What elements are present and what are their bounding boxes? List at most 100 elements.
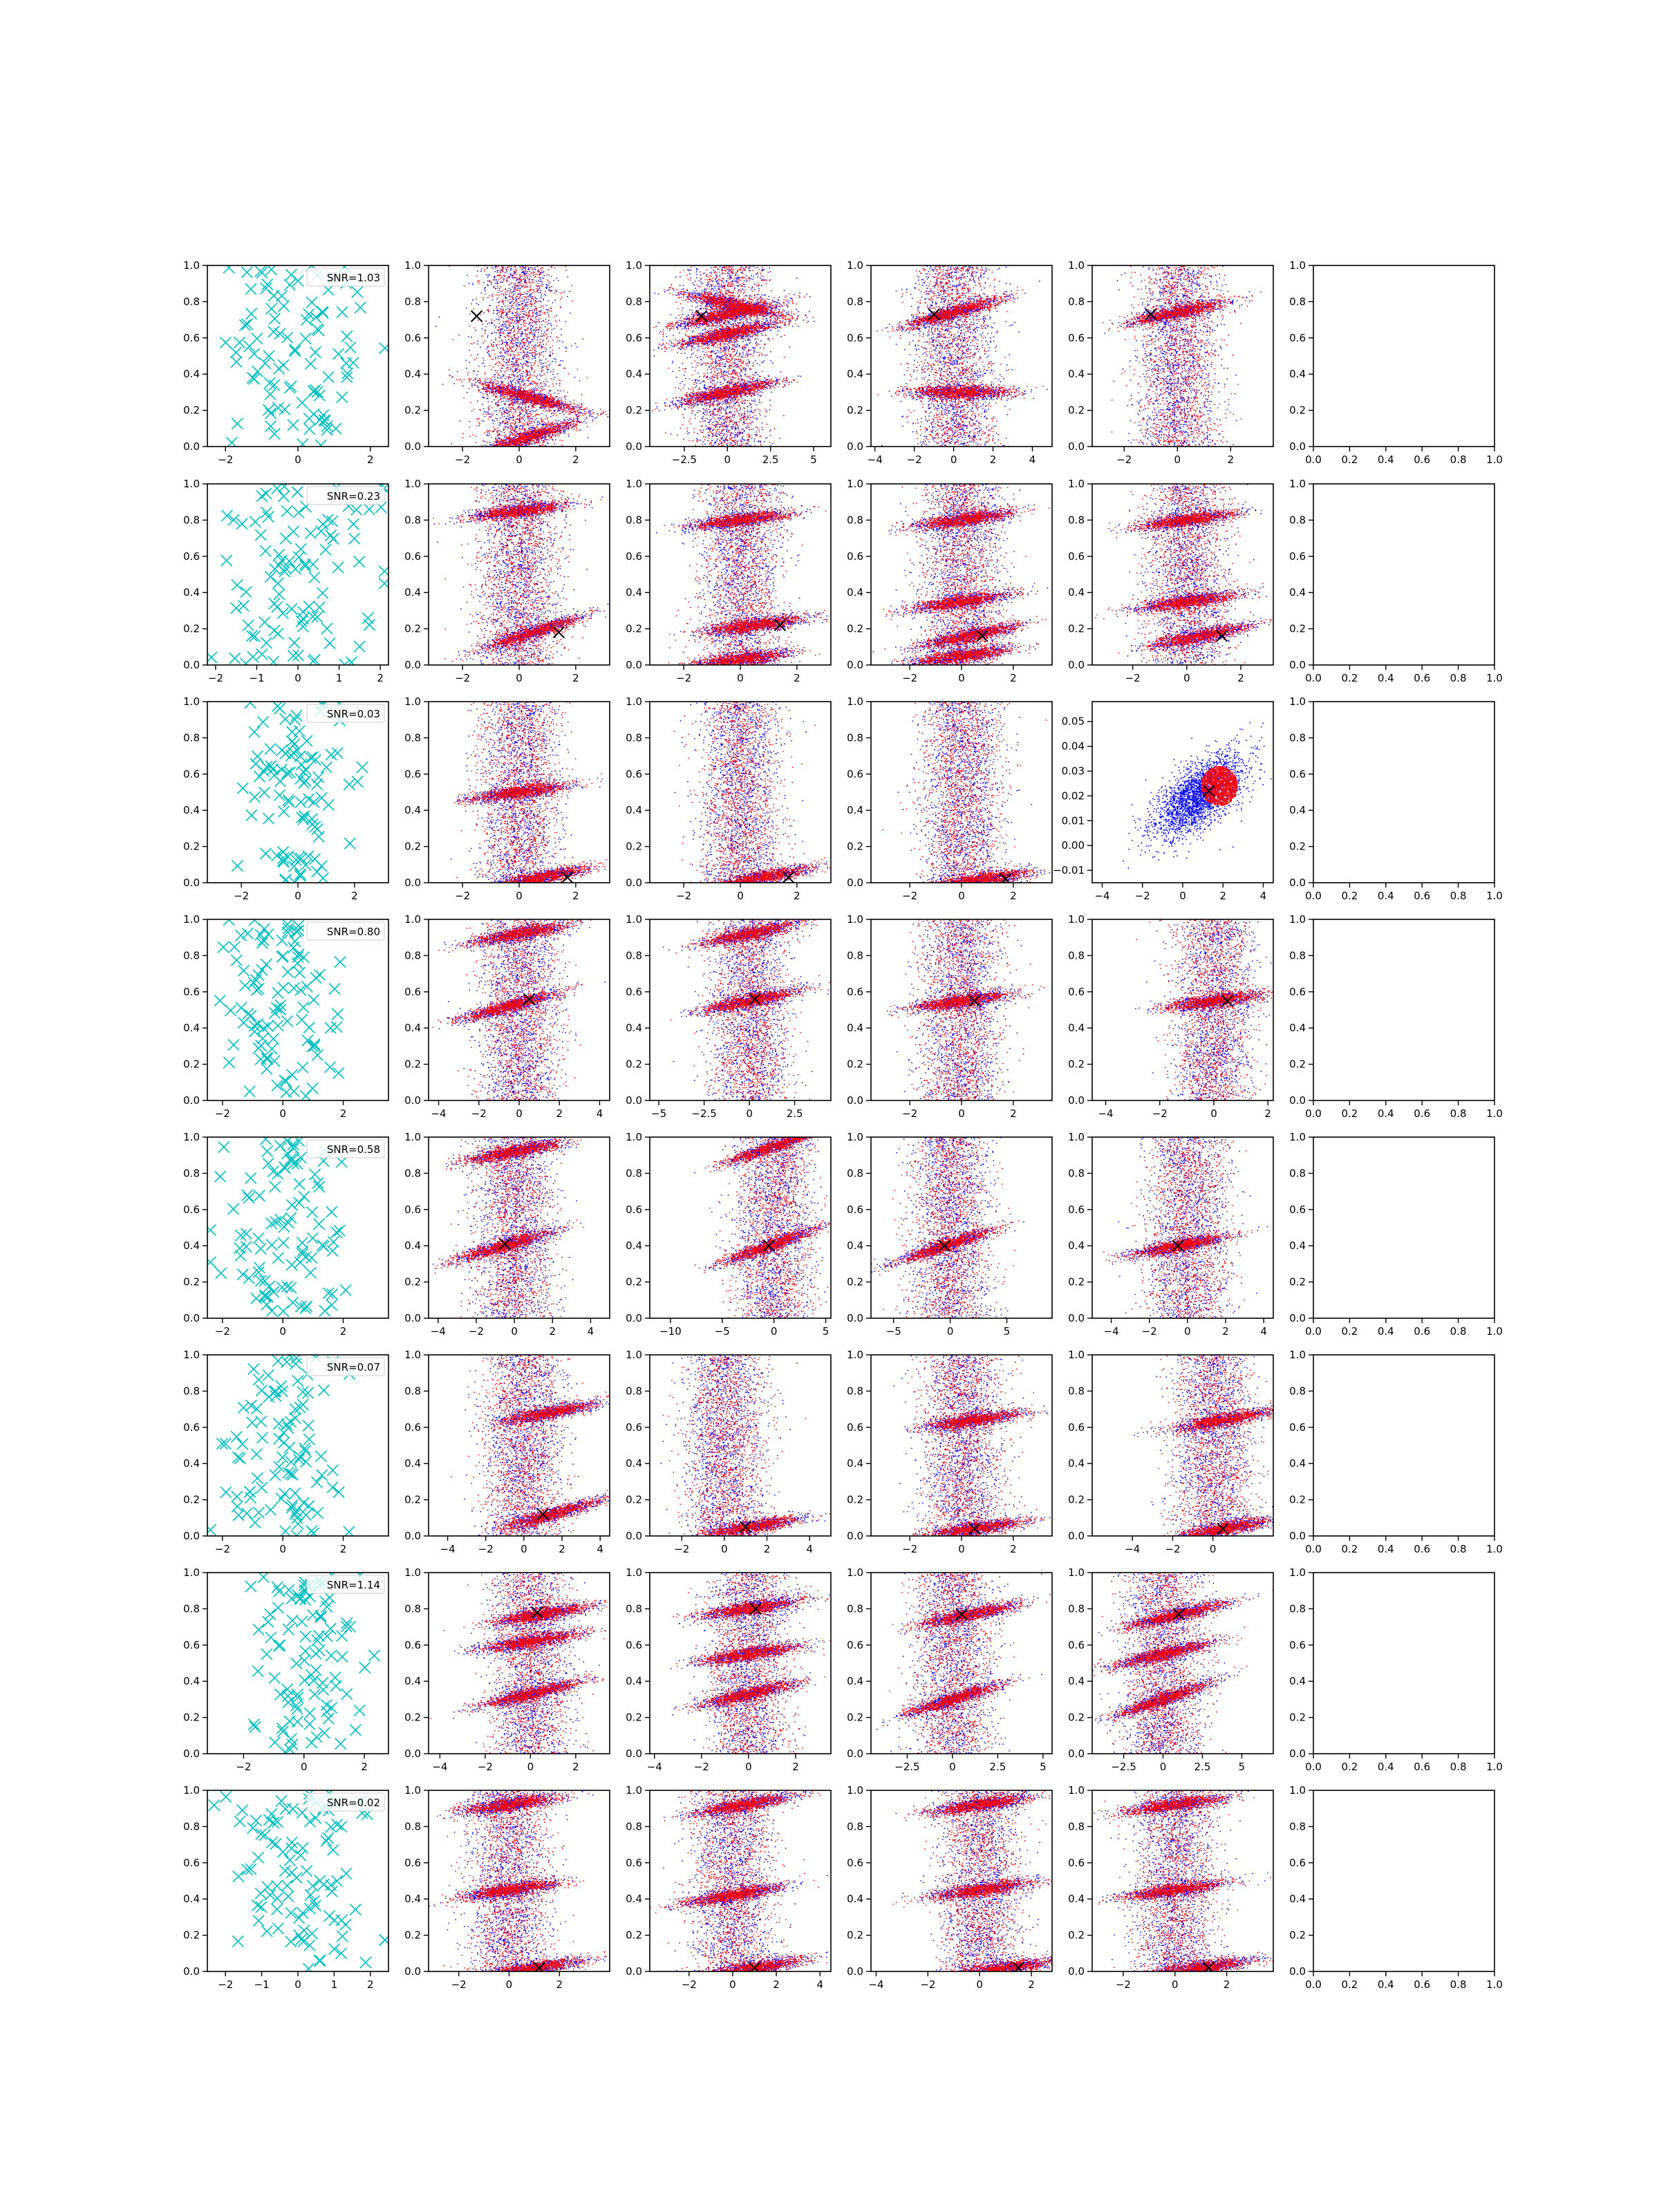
sample-marker bbox=[307, 1207, 318, 1218]
y-tick-label: 0.03 bbox=[1062, 765, 1085, 777]
y-tick-label: 0.2 bbox=[1068, 1712, 1085, 1724]
y-tick-label: 0.4 bbox=[183, 1675, 200, 1687]
sample-marker bbox=[300, 333, 311, 344]
axes-frame bbox=[1092, 265, 1273, 447]
y-tick-label: 0.2 bbox=[1289, 1276, 1306, 1288]
sample-marker bbox=[317, 588, 328, 599]
y-tick-label: 1.0 bbox=[1289, 1566, 1306, 1579]
sample-marker bbox=[269, 313, 280, 324]
sample-marker bbox=[246, 809, 257, 821]
sample-marker bbox=[309, 1169, 320, 1180]
sample-marker bbox=[362, 612, 373, 624]
sample-marker bbox=[259, 787, 270, 798]
sample-marker bbox=[231, 1432, 242, 1443]
axes-frame bbox=[1092, 919, 1273, 1100]
sample-marker bbox=[275, 1689, 286, 1700]
snr-legend: SNR=0.23 bbox=[307, 487, 384, 505]
axes-frame bbox=[207, 1573, 388, 1754]
x-tick-label: −2 bbox=[471, 1107, 487, 1120]
x-tick-label: 4 bbox=[1029, 453, 1036, 466]
panel-r2-c2: −2 0 20.00.20.40.60.81.0 bbox=[404, 478, 630, 684]
x-tick-label: 0 bbox=[279, 1325, 286, 1338]
x-tick-label: 0 bbox=[294, 890, 301, 902]
y-tick-label: 0.0 bbox=[626, 1747, 642, 1760]
y-tick-label: 0.0 bbox=[1068, 1747, 1085, 1760]
x-tick-label: −2 bbox=[1116, 1978, 1131, 1991]
sample-marker bbox=[283, 1891, 294, 1902]
y-tick-label: 1.0 bbox=[404, 695, 421, 708]
y-tick-label: 1.0 bbox=[1068, 478, 1085, 490]
sample-marker bbox=[247, 651, 259, 662]
sample-marker bbox=[253, 1915, 264, 1927]
y-tick-label: 0.0 bbox=[183, 1965, 200, 1978]
y-tick-label: 0.4 bbox=[404, 368, 421, 380]
y-tick-label: 0.4 bbox=[626, 1893, 642, 1905]
y-tick-label: 0.8 bbox=[847, 514, 863, 526]
y-tick-label: 0.0 bbox=[847, 659, 863, 671]
x-tick-label: 2 bbox=[572, 890, 579, 902]
red-points bbox=[1079, 1573, 1273, 1754]
sample-marker bbox=[256, 1902, 267, 1913]
y-tick-label: 1.0 bbox=[847, 695, 863, 708]
sample-marker bbox=[285, 269, 297, 280]
y-tick-label: 0.6 bbox=[847, 986, 863, 998]
sample-marker bbox=[255, 1888, 266, 1899]
y-tick-label: 0.6 bbox=[404, 1203, 421, 1216]
panel-r8-c3: −2 0 2 40.00.20.40.60.81.0 bbox=[626, 1784, 843, 1991]
snr-label: SNR=0.07 bbox=[327, 1361, 380, 1374]
points-layer bbox=[663, 912, 840, 1100]
x-tick-label: 0.0 bbox=[1305, 672, 1322, 684]
sample-marker bbox=[245, 1172, 256, 1183]
x-tick-label: 0 bbox=[1183, 672, 1190, 684]
y-tick-label: 0.2 bbox=[404, 1058, 421, 1071]
sample-marker bbox=[364, 504, 375, 515]
sample-marker bbox=[315, 969, 326, 980]
x-tick-label: 0.4 bbox=[1378, 890, 1394, 902]
x-tick-label: −2 bbox=[907, 453, 922, 466]
panel-r5-c6: 0.0 0.2 0.4 0.6 0.8 1.00.00.20.40.60.81.0 bbox=[1289, 1131, 1503, 1338]
sample-marker bbox=[312, 1635, 323, 1646]
points-layer bbox=[865, 484, 1056, 671]
sample-marker bbox=[218, 1141, 229, 1152]
sample-marker bbox=[246, 308, 257, 319]
panel-r4-c6: 0.0 0.2 0.4 0.6 0.8 1.00.00.20.40.60.81.0 bbox=[1289, 913, 1503, 1120]
sample-marker bbox=[250, 975, 261, 986]
sample-marker bbox=[295, 1152, 306, 1163]
red-points bbox=[431, 1573, 627, 1754]
x-tick-label: 2 bbox=[792, 1761, 799, 1773]
x-tick-label: 0.6 bbox=[1414, 453, 1430, 466]
sample-marker bbox=[305, 1889, 316, 1900]
sample-marker bbox=[232, 861, 243, 872]
x-tick-label: 2 bbox=[1028, 1978, 1035, 1991]
y-tick-label: 0.4 bbox=[626, 804, 642, 816]
x-tick-label: 2 bbox=[572, 1761, 579, 1773]
y-tick-label: 0.4 bbox=[847, 368, 863, 380]
sample-marker bbox=[334, 1225, 345, 1236]
sample-marker bbox=[297, 439, 308, 450]
x-tick-label: 2 bbox=[773, 1978, 780, 1991]
sample-marker bbox=[304, 1940, 315, 1951]
sample-marker bbox=[298, 1497, 309, 1508]
y-tick-label: 0.0 bbox=[404, 1530, 421, 1542]
sample-marker bbox=[329, 1944, 340, 1955]
sample-marker bbox=[263, 928, 274, 939]
x-tick-label: 0.4 bbox=[1378, 672, 1394, 684]
sample-marker bbox=[332, 562, 344, 573]
axes-frame bbox=[207, 265, 388, 447]
sample-marker bbox=[340, 1284, 351, 1295]
y-tick-label: 0.6 bbox=[183, 1857, 200, 1869]
x-tick-label: −1 bbox=[254, 1978, 270, 1991]
x-tick-label: 0 bbox=[511, 1325, 518, 1338]
sample-marker bbox=[245, 1010, 256, 1021]
y-tick-label: 0.8 bbox=[183, 949, 200, 962]
y-tick-label: 0.6 bbox=[404, 1639, 421, 1651]
y-tick-label: 0.0 bbox=[183, 1094, 200, 1107]
sample-marker bbox=[303, 794, 315, 805]
y-tick-label: 0.6 bbox=[1289, 550, 1306, 563]
sample-marker bbox=[241, 1508, 252, 1519]
sample-marker bbox=[345, 342, 356, 353]
sample-marker bbox=[368, 1650, 379, 1661]
sample-marker bbox=[278, 1237, 289, 1248]
x-tick-label: −2 bbox=[234, 890, 249, 902]
y-tick-label: 1.0 bbox=[404, 913, 421, 926]
